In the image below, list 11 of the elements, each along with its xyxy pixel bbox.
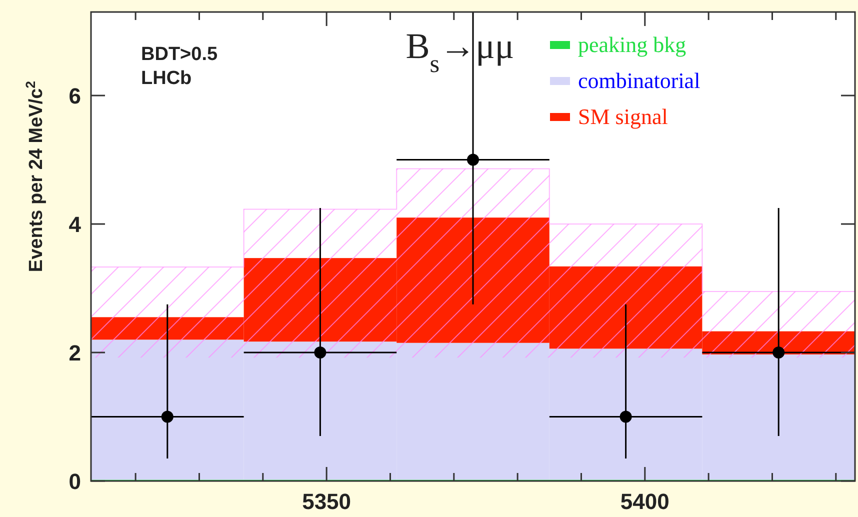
y-tick-label: 4 bbox=[68, 212, 82, 238]
legend-label: combinatorial bbox=[578, 68, 700, 93]
annotation: BDT>0.5 bbox=[141, 44, 218, 65]
x-tick-label: 5350 bbox=[302, 489, 352, 514]
legend-label: peaking bkg bbox=[578, 32, 686, 57]
legend-label: SM signal bbox=[578, 104, 668, 129]
annotation: LHCb bbox=[141, 68, 192, 89]
y-tick-label: 0 bbox=[68, 469, 81, 494]
y-tick-label: 2 bbox=[68, 340, 81, 366]
x-tick-label: 5400 bbox=[620, 489, 670, 514]
y-tick-label: 6 bbox=[68, 84, 81, 109]
